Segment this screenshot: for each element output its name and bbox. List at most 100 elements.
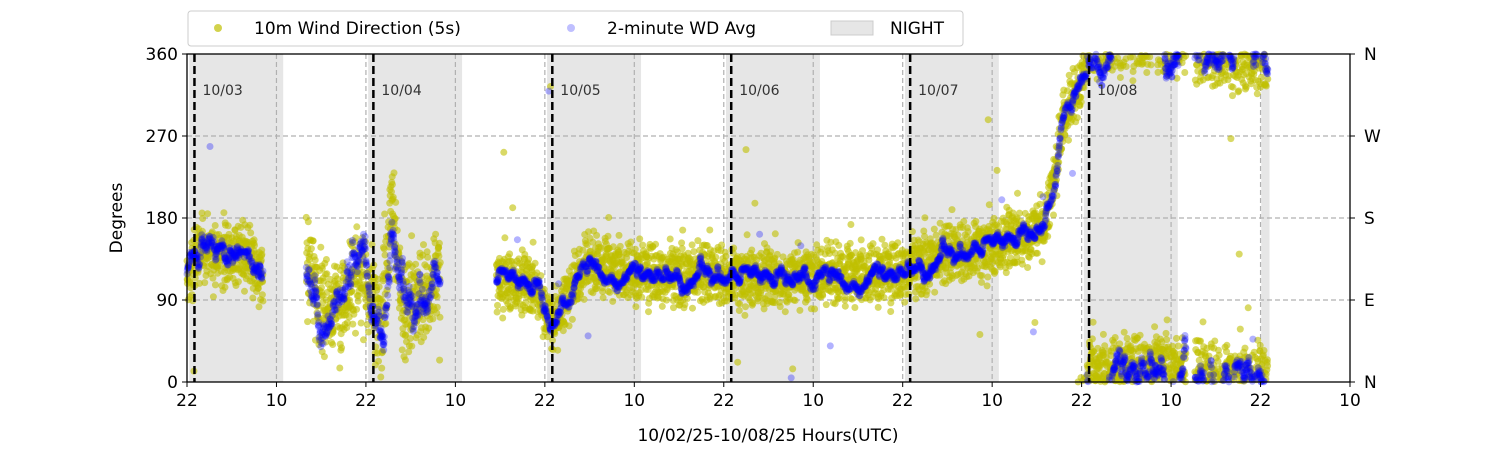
point-5s xyxy=(239,251,247,259)
point-5s xyxy=(493,308,501,316)
point-5s xyxy=(1235,87,1243,95)
point-5s xyxy=(658,302,666,310)
point-5s xyxy=(307,245,315,253)
point-5s xyxy=(652,240,660,248)
night-band xyxy=(1261,54,1270,382)
point-5s xyxy=(597,244,605,252)
point-5s xyxy=(220,209,228,217)
point-5s xyxy=(304,318,312,326)
point-5s xyxy=(522,299,530,307)
point-5s xyxy=(579,246,587,254)
point-5s xyxy=(742,146,750,154)
point-5s xyxy=(1262,82,1270,90)
point-5s xyxy=(609,297,617,305)
point-5s xyxy=(357,319,365,327)
point-5s xyxy=(558,310,566,318)
point-5s xyxy=(375,357,382,365)
point-5s xyxy=(681,301,689,308)
point-5s xyxy=(304,218,312,226)
point-5s xyxy=(385,266,393,274)
point-avg xyxy=(384,291,392,299)
point-5s xyxy=(791,297,799,304)
point-5s xyxy=(1253,90,1261,98)
point-5s xyxy=(639,241,647,249)
point-5s xyxy=(318,284,325,292)
point-5s xyxy=(374,275,382,283)
point-avg xyxy=(388,218,396,226)
point-5s xyxy=(632,303,640,311)
point-5s xyxy=(250,236,258,244)
point-5s xyxy=(1116,74,1124,81)
point-5s xyxy=(874,246,881,254)
point-5s xyxy=(209,293,217,301)
point-5s xyxy=(198,209,206,217)
point-5s xyxy=(742,303,749,311)
point-5s xyxy=(1038,258,1046,266)
point-5s xyxy=(776,303,784,311)
point-5s xyxy=(436,275,444,283)
point-5s xyxy=(499,314,507,322)
point-5s xyxy=(362,303,370,311)
point-5s xyxy=(819,292,827,299)
point-5s xyxy=(689,304,696,312)
point-5s xyxy=(401,356,409,364)
point-5s xyxy=(1044,232,1052,240)
point-5s xyxy=(1122,63,1130,70)
point-5s xyxy=(1151,323,1159,331)
point-avg xyxy=(364,272,372,280)
point-5s xyxy=(887,308,895,315)
point-avg xyxy=(362,245,370,253)
point-5s xyxy=(1036,200,1044,208)
point-5s xyxy=(583,241,591,249)
point-5s xyxy=(683,295,691,302)
point-avg xyxy=(383,301,391,309)
point-5s xyxy=(1235,250,1243,258)
point-5s xyxy=(375,283,383,291)
point-5s xyxy=(1116,340,1124,348)
point-5s xyxy=(794,248,802,256)
point-5s xyxy=(1264,362,1272,370)
point-5s xyxy=(848,295,856,303)
point-5s xyxy=(435,252,443,260)
point-5s xyxy=(381,210,389,218)
point-5s xyxy=(377,373,385,381)
point-5s xyxy=(360,336,367,344)
point-5s xyxy=(383,286,391,294)
point-avg xyxy=(206,143,214,150)
point-5s xyxy=(789,365,797,373)
point-5s xyxy=(425,324,433,332)
point-5s xyxy=(690,248,698,256)
point-5s xyxy=(606,288,614,296)
point-5s xyxy=(382,320,390,327)
point-5s xyxy=(221,283,229,291)
point-5s xyxy=(964,228,972,236)
point-5s xyxy=(384,274,392,282)
point-5s xyxy=(1073,114,1081,122)
point-5s xyxy=(436,313,444,321)
point-5s xyxy=(433,303,441,311)
point-5s xyxy=(678,245,686,253)
point-5s xyxy=(320,353,328,361)
point-5s xyxy=(241,287,248,295)
point-5s xyxy=(259,297,267,305)
point-5s xyxy=(528,301,536,309)
point-5s xyxy=(841,302,849,310)
point-5s xyxy=(663,296,671,304)
point-5s xyxy=(336,364,344,372)
point-5s xyxy=(414,268,422,276)
point-avg xyxy=(390,231,398,239)
point-avg xyxy=(311,276,319,284)
point-avg xyxy=(349,239,357,247)
point-5s xyxy=(352,329,359,337)
point-5s xyxy=(204,210,212,218)
point-5s xyxy=(408,325,416,333)
point-5s xyxy=(391,215,399,223)
point-5s xyxy=(1227,135,1235,143)
point-5s xyxy=(976,331,984,338)
point-5s xyxy=(396,244,404,252)
point-avg xyxy=(386,275,393,283)
point-5s xyxy=(353,305,361,313)
point-5s xyxy=(604,232,612,240)
point-5s xyxy=(209,274,217,282)
point-5s xyxy=(388,181,396,188)
